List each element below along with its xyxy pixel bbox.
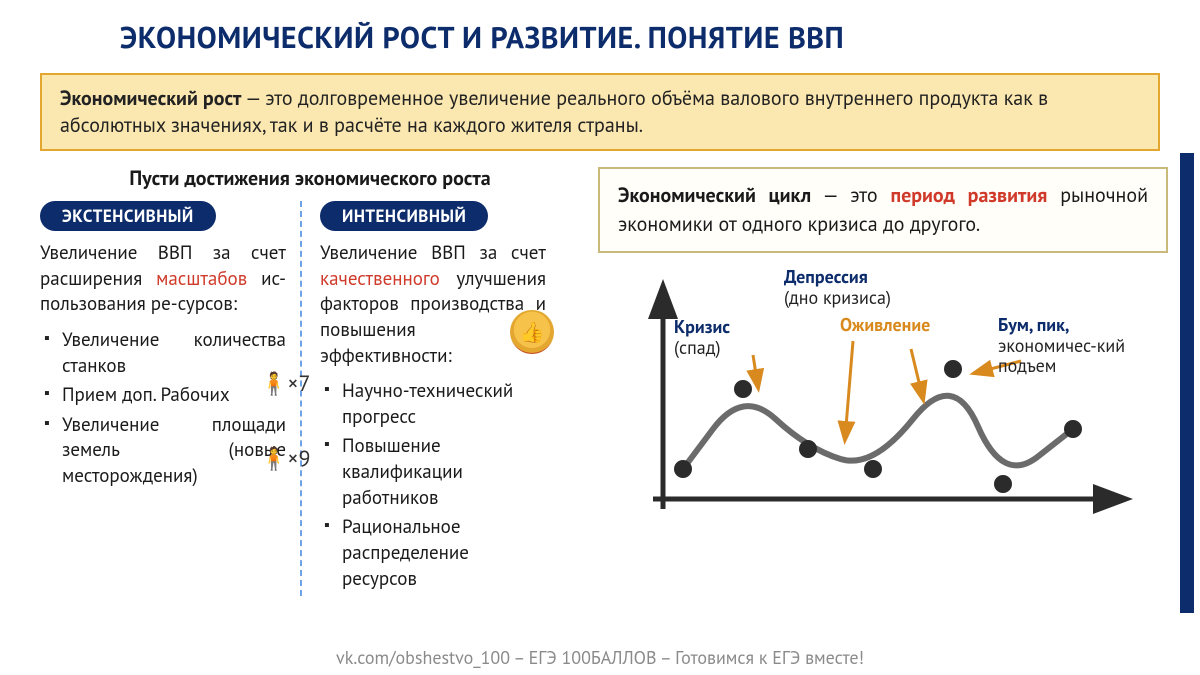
extensive-intro: Увеличение ВВП за счет расширения масшта… <box>40 241 286 318</box>
thumbs-up-badge-icon: 👍 <box>510 310 554 354</box>
blue-stripe <box>1180 153 1194 613</box>
paths-heading: Пусти достижения экономического роста <box>40 165 580 191</box>
extensive-column: ЭКСТЕНСИВНЫЙ Увеличение ВВП за счет расш… <box>40 201 300 596</box>
definition-box: Экономический рост — это долговременное … <box>40 73 1160 151</box>
list-item: Повышение квалификации работников <box>320 434 546 511</box>
intensive-column: ИНТЕНСИВНЫЙ Увеличение ВВП за счет качес… <box>300 201 560 596</box>
int-intro-a: Увеличение ВВП за счет <box>320 241 546 265</box>
chart-line <box>683 396 1073 469</box>
cycle-kw: Экономический цикл <box>618 182 811 208</box>
intensive-intro: Увеличение ВВП за счет качественного улу… <box>320 241 546 369</box>
intensive-pill: ИНТЕНСИВНЫЙ <box>320 201 488 231</box>
cycle-mid: — это <box>811 182 890 208</box>
extensive-list: Увеличение количества станков Прием доп.… <box>40 328 286 490</box>
list-item: Прием доп. Рабочих <box>40 383 286 409</box>
label-krizis: Кризис(спад) <box>674 317 730 358</box>
chart-arrows <box>753 341 1021 439</box>
cycle-red: период развития <box>890 182 1047 208</box>
page-title: ЭКОНОМИЧЕСКИЙ РОСТ И РАЗВИТИЕ. ПОНЯТИЕ В… <box>0 0 1200 67</box>
label-depression: Депрессия(дно кризиса) <box>784 267 891 308</box>
int-intro-red: качественного <box>320 267 440 291</box>
intensive-list: Научно-технический прогресс Повышение кв… <box>320 379 546 592</box>
definition-term: Экономический рост <box>60 85 241 111</box>
list-item: Увеличение количества станков <box>40 328 286 379</box>
people-icon-7: 🧍×7 <box>260 370 311 398</box>
extensive-pill: ЭКСТЕНСИВНЫЙ <box>40 201 216 231</box>
list-item: Научно-технический прогресс <box>320 379 546 430</box>
cycle-definition: Экономический цикл — это период развития… <box>598 167 1168 253</box>
label-bum: Бум, пик,экономичес-кий подъем <box>998 315 1168 377</box>
ext-intro-red: масштабов <box>156 267 247 291</box>
cycle-column: Экономический цикл — это период развития… <box>580 159 1190 596</box>
label-ozhivlenie: Оживление <box>840 315 930 336</box>
list-item: Рациональное распределение ресурсов <box>320 515 546 592</box>
footer-text: vk.com/obshestvo_100 – ЕГЭ 100БАЛЛОВ – Г… <box>0 646 1200 669</box>
list-item: Увеличение площади земель (новые месторо… <box>40 413 286 490</box>
cycle-chart: Кризис(спад) Депрессия(дно кризиса) Ожив… <box>598 259 1168 539</box>
people-icon-9: 🧍×9 <box>260 445 311 473</box>
chart-markers <box>674 360 1082 493</box>
